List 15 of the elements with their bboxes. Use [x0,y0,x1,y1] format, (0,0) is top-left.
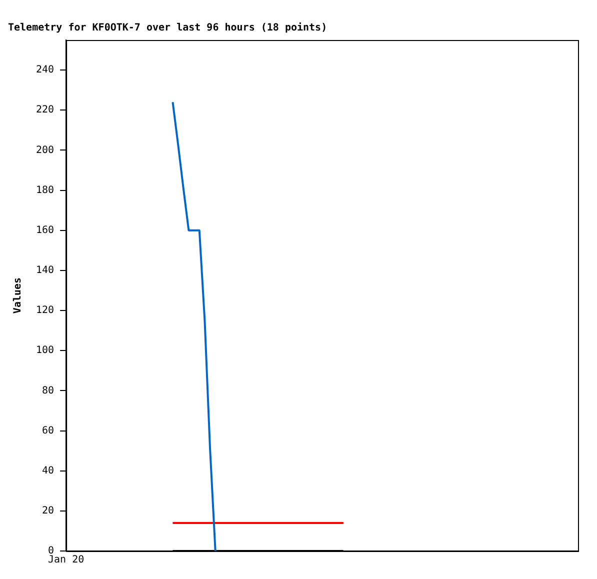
y-axis-title: Values [12,277,24,314]
y-tick-label: 140 [36,265,54,276]
y-tick-label: 100 [36,345,54,356]
y-tick-label: 240 [36,64,54,76]
y-tick-label: 180 [36,184,54,196]
chart-title: Telemetry for KF0OTK-7 over last 96 hours (18 points) [8,22,328,34]
y-tick-label: 120 [36,305,54,316]
y-tick-label: 40 [42,465,54,476]
y-tick-label: 80 [42,385,54,396]
y-tick-label: 60 [42,425,54,436]
y-tick-label: 160 [36,224,54,236]
y-tick-label: 20 [42,506,54,517]
x-tick-label: Jan 20 [48,554,84,566]
y-tick-label: 220 [36,104,54,116]
y-tick-label: 200 [36,144,54,156]
